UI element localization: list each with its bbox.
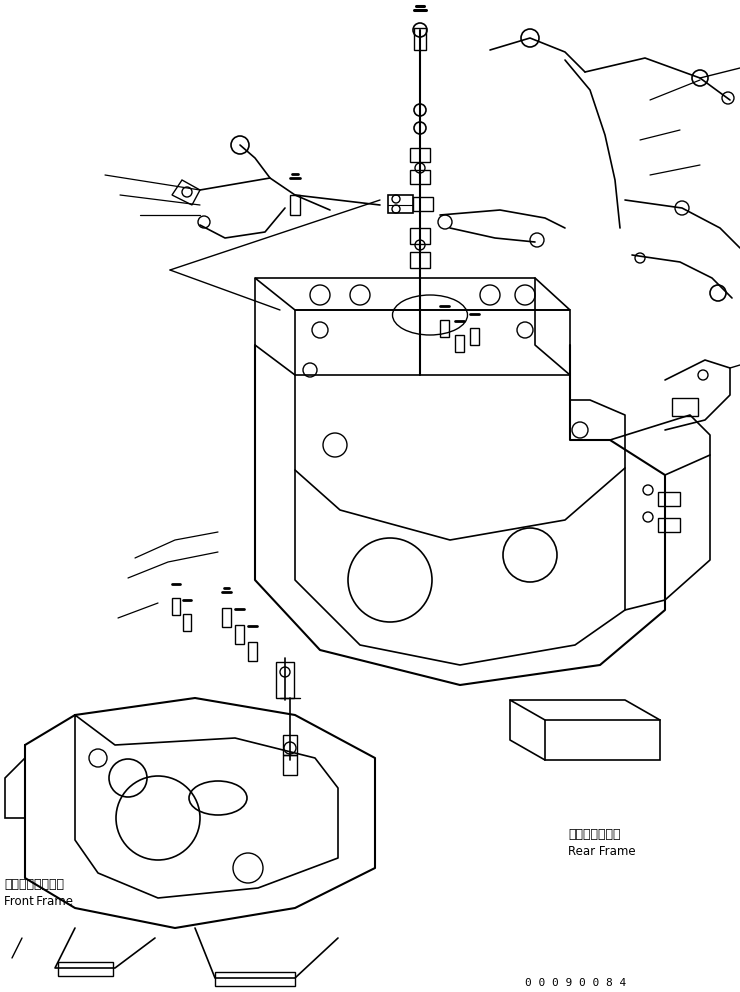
Bar [413, 197, 433, 211]
Bar [470, 328, 479, 345]
Bar [283, 735, 297, 755]
Bar [58, 962, 113, 976]
Bar [183, 614, 191, 631]
Bar [235, 625, 244, 644]
Bar [388, 195, 413, 213]
Bar [658, 518, 680, 532]
Bar [215, 972, 295, 986]
Bar [658, 492, 680, 506]
Bar [283, 755, 297, 775]
Bar [410, 228, 430, 244]
Text: Front Frame: Front Frame [4, 895, 73, 908]
Text: リヤーフレーム: リヤーフレーム [568, 828, 621, 841]
Bar [414, 28, 426, 50]
Bar [410, 170, 430, 184]
Bar [172, 598, 180, 615]
Bar [290, 195, 300, 215]
Bar [672, 398, 698, 416]
Text: フロントフレーム: フロントフレーム [4, 878, 64, 891]
Bar [248, 642, 257, 661]
Text: 0 0 0 9 0 0 8 4: 0 0 0 9 0 0 8 4 [525, 978, 626, 988]
Bar [222, 608, 231, 627]
Bar [410, 252, 430, 268]
Bar [410, 148, 430, 162]
Text: Rear Frame: Rear Frame [568, 845, 636, 858]
Bar [440, 320, 449, 337]
Bar [455, 335, 464, 352]
